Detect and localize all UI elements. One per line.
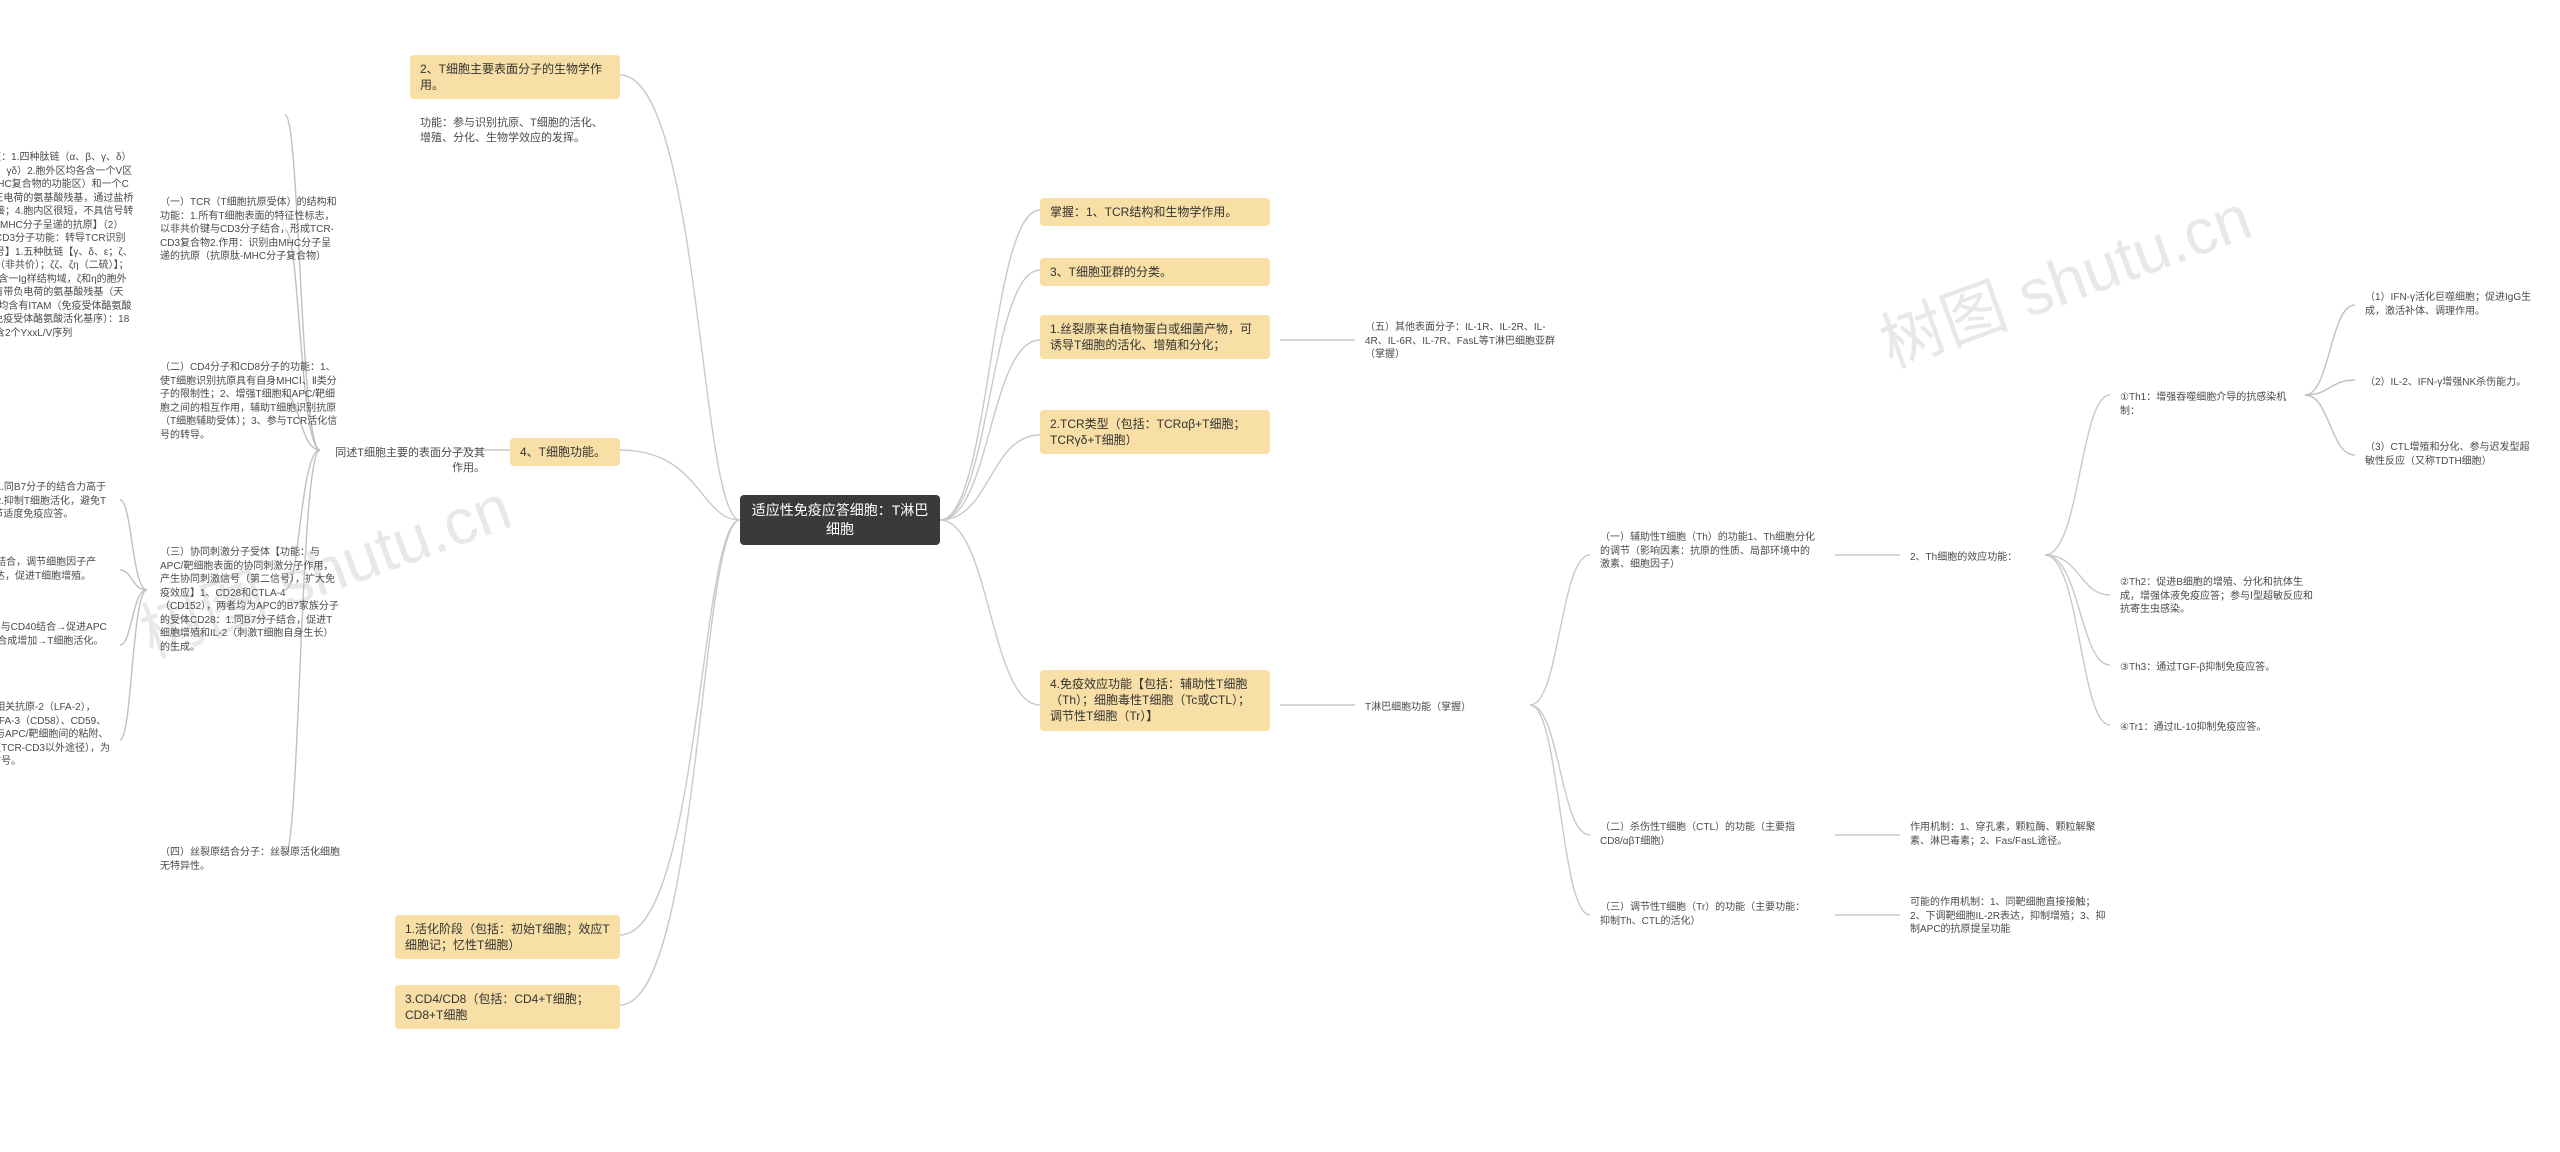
- r-other-mol: （五）其他表面分子：IL-1R、IL-2R、IL-4R、IL-6R、IL-7R、…: [1355, 315, 1570, 368]
- r-ctl-head: （二）杀伤性T细胞（CTL）的功能（主要指CD8/αβT细胞）: [1590, 815, 1825, 854]
- r-th1-1: （1）IFN-γ活化巨噬细胞；促进IgG生成，激活补体、调理作用。: [2355, 285, 2545, 324]
- r-tr-head: （三）调节性T细胞（Tr）的功能（主要功能：抑制Th、CTL的活化）: [1590, 895, 1825, 934]
- l-cd2: CD2（淋巴细胞功能相关抗原-2（LFA-2），SRBCR）：1.配体为LFA-…: [0, 695, 120, 775]
- r-th1-3: （3）CTL增殖和分化、参与迟发型超敏性反应（又称TDTH细胞）: [2355, 435, 2545, 474]
- r-tr1: ④Tr1：通过IL-10抑制免疫应答。: [2110, 715, 2325, 741]
- r-th3: ③Th3：通过TGF-β抑制免疫应答。: [2110, 655, 2325, 681]
- l-func-header: 功能：参与识别抗原、T细胞的活化、增殖、分化、生物学效应的发挥。: [410, 110, 620, 152]
- r-row1: 掌握：1、TCR结构和生物学作用。: [1040, 198, 1270, 226]
- left-sec2: 2、T细胞主要表面分子的生物学作用。: [410, 55, 620, 99]
- l-cd40l: CD40L（CD154）：1.与CD40结合→促进APC活化，B7和细胞因子合成…: [0, 615, 120, 654]
- l-ctla4: CTLA-4（CD152）：1.同B7分子的结合力高于CD28，竞争抑制B7.2…: [0, 475, 120, 528]
- r-th1-2: （2）IL-2、IFN-γ增强NK杀伤能力。: [2355, 370, 2545, 396]
- r-row3: 3、T细胞亚群的分类。: [1040, 258, 1270, 286]
- root-node: 适应性免疫应答细胞：T淋巴细胞: [740, 495, 940, 545]
- r-th-head: （一）辅助性T细胞（Th）的功能1、Th细胞分化的调节（影响因素：抗原的性质、局…: [1590, 525, 1825, 578]
- l-icos: ICOS：1.同B7-H2）结合，调节细胞因子产生，上调黏附分子表达，促进T细胞…: [0, 550, 120, 589]
- r-th2: ②Th2：促进B细胞的增殖、分化和抗体生成，增强体液免疫应答；参与Ⅰ型超敏反应和…: [2110, 570, 2325, 623]
- r-th1-head: ①Th1：增强吞噬细胞介导的抗感染机制：: [2110, 385, 2305, 424]
- r-mitogen: 1.丝裂原来自植物蛋白或细菌产物，可诱导T细胞的活化、增殖和分化；: [1040, 315, 1270, 359]
- l-mitogen: （四）丝裂原结合分子：丝裂原活化细胞无特异性。: [150, 840, 350, 879]
- r-th-arrow: 2、Th细胞的效应功能：: [1900, 545, 2040, 571]
- l-cd4cd8: （二）CD4分子和CD8分子的功能：1、使T细胞识别抗原具有自身MHCⅠ、Ⅱ类分…: [150, 355, 350, 448]
- left-bottom-3: 3.CD4/CD8（包括：CD4+T细胞；CD8+T细胞: [395, 985, 620, 1029]
- r-tr-mech: 可能的作用机制：1、同靶细胞直接接触；2、下调靶细胞IL-2R表达，抑制增殖；3…: [1900, 890, 2120, 943]
- r-ctl-mech: 作用机制：1、穿孔素，颗粒酶、颗粒解聚素、淋巴毒素；2、Fas/FasL途径。: [1900, 815, 2120, 854]
- watermark-right: 树图 shutu.cn: [1866, 166, 2262, 385]
- r-effector: 4.免疫效应功能【包括：辅助性T细胞（Th）；细胞毒性T细胞（Tc或CTL）；调…: [1040, 670, 1270, 731]
- left-bottom-1: 1.活化阶段（包括：初始T细胞；效应T细胞记；忆性T细胞）: [395, 915, 620, 959]
- r-tcrtype: 2.TCR类型（包括：TCRαβ+T细胞；TCRγδ+T细胞）: [1040, 410, 1270, 454]
- r-master-func: T淋巴细胞功能（掌握）: [1355, 695, 1505, 721]
- l-tcr-detail: （1）TCR的结构特征：1.四种肽链（α、β、γ、δ）形成两种二聚体（αβ、γδ…: [0, 145, 145, 346]
- left-sec4: 4、T细胞功能。: [510, 438, 620, 466]
- l-tcr-title: （一）TCR（T细胞抗原受体）的结构和功能：1.所有T细胞表面的特征性标志，以非…: [150, 190, 350, 270]
- l-costim: （三）协同刺激分子受体【功能：与APC/靶细胞表面的协同刺激分子作用，产生协同刺…: [150, 540, 350, 660]
